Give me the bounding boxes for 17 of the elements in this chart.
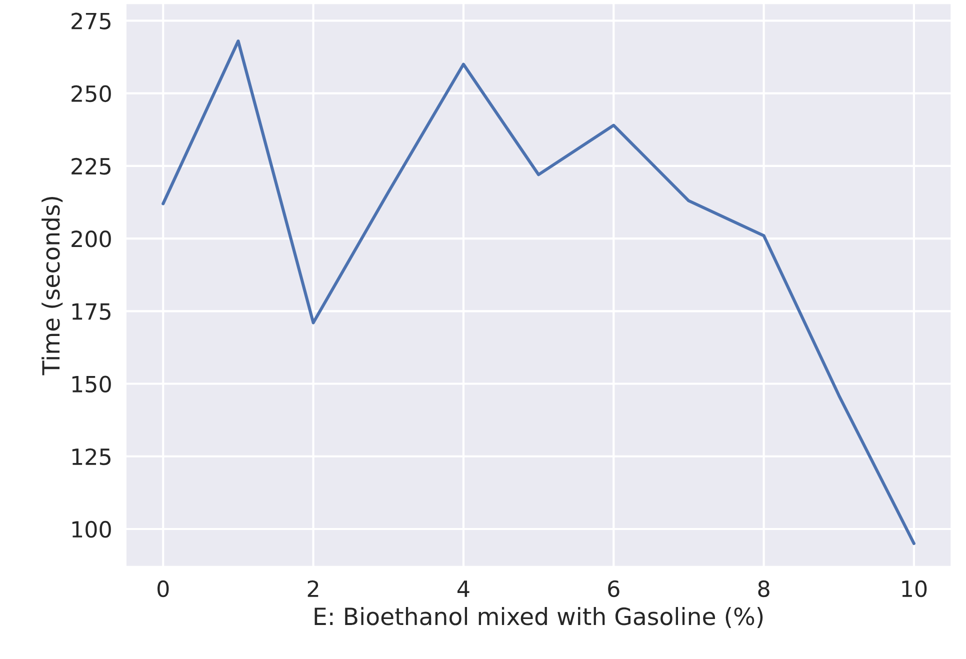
y-tick-label: 150 [72, 376, 111, 393]
y-tick-label: 225 [72, 158, 110, 175]
y-tick-label: 200 [72, 230, 111, 248]
line-series [162, 40, 916, 546]
x-tick-label: 4 [457, 580, 470, 597]
x-tick-label: 2 [308, 580, 318, 597]
y-tick-label: 100 [72, 520, 111, 538]
x-tick-label: 10 [902, 580, 927, 598]
x-tick-label: 6 [608, 580, 620, 598]
y-tick-label: 275 [72, 12, 110, 30]
x-tick-label: 8 [758, 580, 770, 598]
y-tick-label: 125 [72, 448, 110, 466]
y-axis-title: Time (seconds) [42, 196, 63, 376]
x-tick-label: 0 [158, 580, 169, 598]
x-axis-title: E: Bioethanol mixed with Gasoline (%) [314, 606, 763, 628]
y-tick-label: 175 [72, 303, 110, 320]
y-tick-label: 250 [72, 85, 111, 102]
